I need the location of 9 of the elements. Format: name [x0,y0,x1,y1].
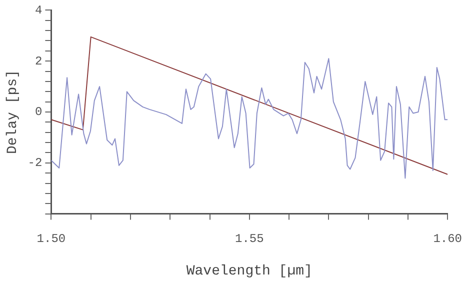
x-tick-label: 1.50 [36,232,66,246]
y-tick-label: 0 [35,105,42,120]
x-tick-label: 1.55 [234,232,264,246]
y-tick-label: 4 [35,3,42,18]
x-tick-label: 1.60 [433,232,462,246]
y-axis-title: Delay [ps] [5,70,22,154]
y-tick-label: -2 [28,156,42,170]
x-axis-title: Wavelength [µm] [186,263,312,280]
y-tick-label: 2 [35,54,42,68]
